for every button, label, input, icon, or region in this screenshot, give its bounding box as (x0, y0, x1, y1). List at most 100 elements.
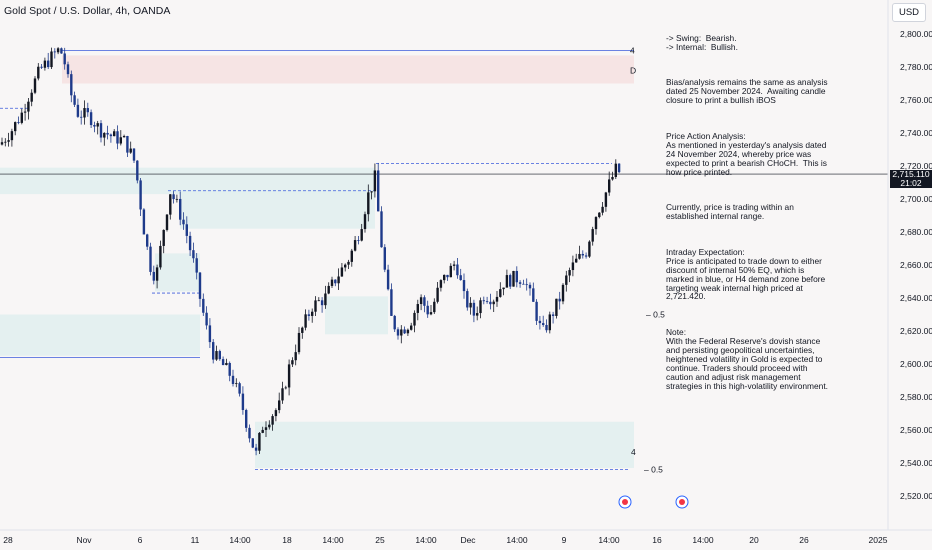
candle-body (245, 410, 248, 428)
candle-body (182, 219, 185, 225)
candle-body (390, 289, 393, 316)
candle-body (235, 383, 238, 385)
candle-body (80, 116, 83, 118)
candle-body (518, 282, 522, 284)
candle-body (238, 383, 241, 394)
candle-body (419, 297, 423, 305)
candle-body (281, 388, 284, 401)
candle-body (561, 284, 565, 302)
candle-body (555, 298, 558, 316)
candle-body (452, 264, 456, 266)
currency-button[interactable]: USD (892, 3, 926, 22)
candle-body (149, 246, 152, 272)
candle-body (129, 148, 132, 153)
analysis-notes: -> Swing: Bearish. -> Internal: Bullish.… (666, 16, 832, 408)
candle-body (14, 122, 17, 132)
candle-body (106, 132, 109, 135)
candle-body (179, 198, 182, 220)
candle-body (99, 123, 103, 138)
candle-body (446, 274, 449, 278)
candle-body (146, 234, 149, 247)
candle-body (575, 258, 578, 263)
y-tick-label: 2,700.000 (900, 194, 932, 204)
candle-body (542, 323, 545, 325)
candle-body (152, 271, 155, 281)
candle-body (462, 280, 466, 292)
x-tick-label: 26 (799, 535, 809, 545)
note-intraday: Intraday Expectation: Price is anticipat… (666, 246, 826, 302)
candle-body (66, 64, 70, 75)
candle-body (608, 179, 611, 193)
candle-body (27, 101, 30, 112)
y-tick-label: 2,760.000 (900, 95, 932, 105)
candle-body (502, 287, 505, 290)
candle-body (578, 253, 581, 259)
candle-body (485, 301, 489, 302)
zone-marker: 4 (631, 447, 636, 457)
y-tick-label: 2,800.000 (900, 29, 932, 39)
y-tick-label: 2,640.000 (900, 293, 932, 303)
candle-body (162, 229, 165, 246)
candle-body (136, 160, 139, 181)
candle-body (271, 416, 274, 425)
x-tick-label: 2025 (869, 535, 888, 545)
zone-marker: D (630, 65, 636, 75)
candle-body (116, 131, 119, 144)
candle-body (337, 276, 340, 284)
flag-icon (622, 499, 628, 505)
candle-body (23, 111, 27, 113)
candle-body (436, 287, 439, 302)
candle-body (30, 92, 33, 102)
y-tick-label: 2,520.000 (900, 491, 932, 501)
y-tick-label: 2,580.000 (900, 392, 932, 402)
candle-body (472, 302, 476, 316)
candle-body (492, 301, 495, 305)
x-tick-label: 28 (3, 535, 13, 545)
candle-body (416, 304, 419, 313)
candle-body (393, 315, 396, 330)
candle-body (459, 275, 462, 281)
x-tick-label: Dec (460, 535, 476, 545)
note-bias: Bias/analysis remains the same as analys… (666, 77, 830, 106)
candle-body (70, 74, 73, 96)
candle-body (202, 298, 205, 313)
x-tick-label: 14:00 (506, 535, 528, 545)
candle-body (591, 229, 594, 242)
candle-body (373, 170, 377, 192)
candle-body (538, 320, 542, 324)
candle-body (601, 206, 604, 213)
candle-body (532, 288, 535, 302)
y-tick-label: 2,540.000 (900, 458, 932, 468)
last-price: 2,715.110 (892, 169, 930, 179)
candle-body (60, 48, 63, 54)
candle-body (317, 300, 320, 302)
candle-body (330, 279, 334, 286)
candle-body (165, 214, 169, 230)
candle-body (40, 66, 43, 68)
x-tick-label: 18 (282, 535, 292, 545)
candle-body (426, 305, 429, 315)
y-tick-label: 2,560.000 (900, 425, 932, 435)
supply-zone (62, 55, 634, 84)
candle-body (212, 342, 215, 360)
candle-body (254, 447, 258, 451)
candle-body (551, 314, 555, 316)
candle-body (225, 362, 228, 366)
candle-body (515, 270, 518, 283)
candle-body (565, 275, 568, 285)
candle-body (604, 192, 608, 207)
candle-body (535, 301, 538, 321)
candle-body (360, 229, 363, 241)
note-swing: -> Swing: Bearish. -> Internal: Bullish. (666, 32, 738, 52)
candle-body (175, 198, 179, 200)
candle-body (439, 280, 443, 288)
candle-body (172, 194, 175, 200)
y-tick-label: 2,680.000 (900, 227, 932, 237)
candle-body (320, 300, 324, 306)
candle-body (499, 289, 502, 297)
candle-body (198, 272, 202, 299)
candle-body (89, 112, 93, 126)
candle-body (571, 262, 575, 271)
candle-body (73, 95, 76, 105)
